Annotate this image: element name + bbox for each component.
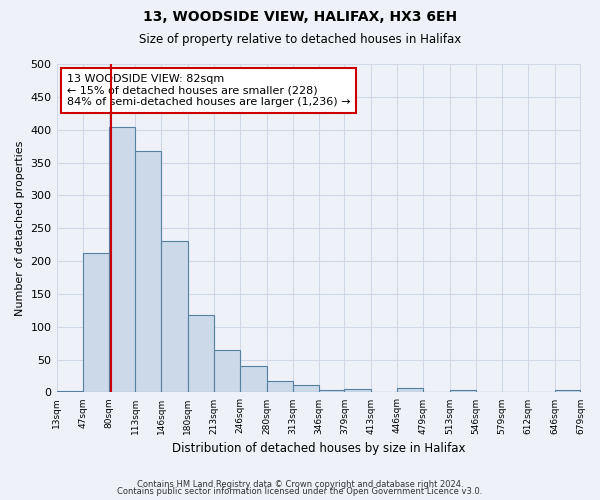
Bar	[293, 384, 319, 392]
Text: Contains public sector information licensed under the Open Government Licence v3: Contains public sector information licen…	[118, 488, 482, 496]
Bar	[240, 366, 266, 392]
Text: Contains HM Land Registry data © Crown copyright and database right 2024.: Contains HM Land Registry data © Crown c…	[137, 480, 463, 489]
Bar	[161, 242, 188, 392]
Bar	[450, 390, 476, 392]
X-axis label: Distribution of detached houses by size in Halifax: Distribution of detached houses by size …	[172, 442, 465, 455]
Bar	[266, 380, 293, 392]
Bar	[397, 388, 423, 392]
Bar	[109, 127, 135, 392]
Bar	[56, 391, 83, 392]
Bar	[135, 150, 161, 392]
Bar	[214, 350, 240, 393]
Bar	[344, 389, 371, 392]
Bar	[188, 315, 214, 392]
Text: 13 WOODSIDE VIEW: 82sqm
← 15% of detached houses are smaller (228)
84% of semi-d: 13 WOODSIDE VIEW: 82sqm ← 15% of detache…	[67, 74, 350, 107]
Text: Size of property relative to detached houses in Halifax: Size of property relative to detached ho…	[139, 32, 461, 46]
Bar	[554, 390, 580, 392]
Bar	[83, 252, 109, 392]
Text: 13, WOODSIDE VIEW, HALIFAX, HX3 6EH: 13, WOODSIDE VIEW, HALIFAX, HX3 6EH	[143, 10, 457, 24]
Y-axis label: Number of detached properties: Number of detached properties	[15, 140, 25, 316]
Bar	[319, 390, 344, 392]
